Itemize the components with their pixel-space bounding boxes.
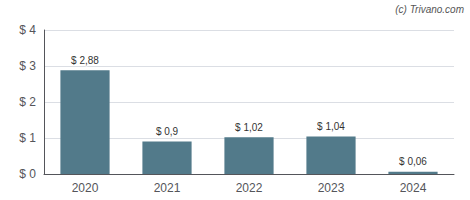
svg-text:$ 0: $ 0	[19, 167, 36, 181]
svg-text:$ 2,88: $ 2,88	[71, 55, 99, 66]
svg-text:$ 3: $ 3	[19, 59, 36, 73]
svg-text:$ 1: $ 1	[19, 131, 36, 145]
svg-text:(c) Trivano.com: (c) Trivano.com	[395, 4, 464, 15]
svg-text:$ 2: $ 2	[19, 95, 36, 109]
svg-text:2023: 2023	[318, 181, 345, 195]
svg-text:2024: 2024	[400, 181, 427, 195]
svg-text:$ 4: $ 4	[19, 23, 36, 37]
svg-text:2022: 2022	[236, 181, 263, 195]
svg-text:$ 1,04: $ 1,04	[317, 121, 345, 132]
svg-text:2020: 2020	[72, 181, 99, 195]
svg-text:$ 1,02: $ 1,02	[235, 122, 263, 133]
svg-text:2021: 2021	[154, 181, 181, 195]
svg-text:$ 0,9: $ 0,9	[156, 126, 179, 137]
svg-text:$ 0,06: $ 0,06	[399, 156, 427, 167]
